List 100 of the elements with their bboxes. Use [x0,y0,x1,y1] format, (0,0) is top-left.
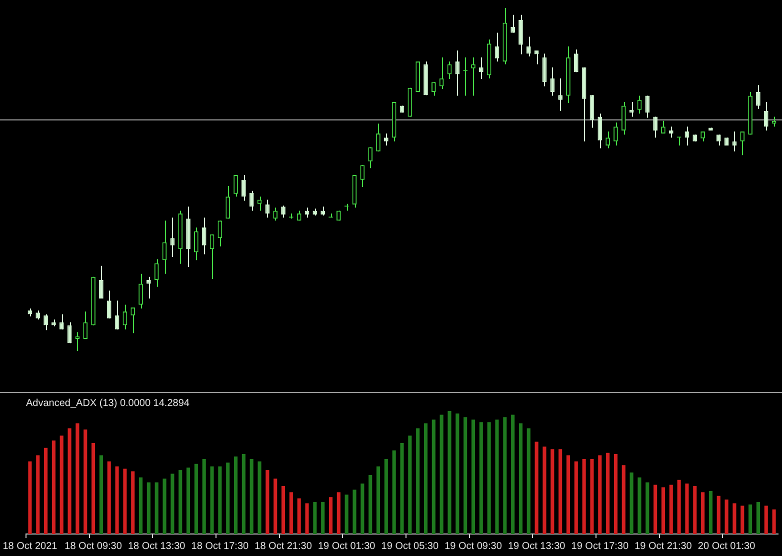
bar [250,458,254,534]
bar [614,454,618,534]
candlestick [44,314,48,331]
bar [146,482,150,534]
x-tick-label: 19 Oct 21:30 [634,540,692,552]
candlestick [661,120,666,134]
bar [376,466,380,534]
bar [123,468,127,534]
bar [582,458,586,534]
bar [99,455,103,534]
bar [84,429,88,534]
bar [226,462,230,534]
bar [368,474,372,534]
bar [654,484,658,534]
candlestick [471,56,476,96]
bar [36,455,40,534]
bar [550,449,554,534]
bar [186,468,190,534]
bar [748,504,752,534]
x-tick-label: 18 Oct 13:30 [128,540,186,552]
candlestick [138,273,143,309]
candlestick [756,84,760,110]
bar [661,487,665,534]
bar [218,466,222,534]
candlestick [146,276,151,300]
bar [178,470,182,534]
candlestick [518,14,523,55]
candlestick [510,14,515,34]
x-tick-label: 18 Oct 21:30 [254,540,312,552]
bar [92,442,96,534]
bar [677,480,681,534]
candlestick [273,207,278,222]
bar [487,422,491,534]
bar [638,477,642,534]
bar [518,423,523,534]
bar [606,452,610,534]
bar [590,458,594,534]
x-tick-label: 18 Oct 09:30 [64,540,122,552]
bar [68,428,72,534]
x-tick-label: 19 Oct 17:30 [571,540,629,552]
candlestick [257,196,262,212]
bar [724,500,728,534]
x-tick-label: 18 Oct 2021 [2,540,58,552]
candlestick [740,130,745,156]
bar [170,474,174,534]
candlestick [478,56,484,80]
bar [693,486,697,534]
bar [266,470,270,534]
candlestick [439,56,444,90]
bar [598,455,602,534]
candlestick [304,207,310,218]
bar [52,440,56,534]
bar [76,423,80,534]
bar [162,478,166,534]
x-tick-label: 19 Oct 13:30 [508,540,566,552]
bar [732,503,736,534]
candlestick [281,205,286,218]
candlestick [621,101,626,136]
bar [764,506,768,534]
candlestick [242,174,246,202]
bar [772,509,776,534]
bar [28,461,32,534]
candlestick [534,50,539,65]
bar [131,471,135,534]
bar [479,422,483,534]
candlestick [455,50,460,96]
bar [44,448,48,534]
candlestick [106,290,112,319]
bar [408,436,412,534]
x-tick-label: 20 Oct 01:30 [698,540,756,552]
candlestick [59,314,64,330]
bar [685,484,689,534]
bar [234,456,238,534]
bar [297,498,301,534]
candlestick [130,306,136,334]
bar [107,461,111,534]
candlestick [558,78,562,112]
bar [392,450,396,534]
candlestick [653,116,658,138]
bar [321,502,325,534]
bar [669,484,673,534]
bar [289,492,293,534]
x-tick-label: 19 Oct 05:30 [381,540,439,552]
candlestick [226,186,230,220]
candlestick [170,217,175,258]
bar [464,417,468,534]
bar [258,461,262,534]
bar [448,411,452,534]
bar [416,428,420,534]
candlestick [431,82,436,96]
bar [242,454,246,534]
bar [574,461,578,534]
bar [542,446,546,534]
x-tick-label: 19 Oct 01:30 [318,540,376,552]
candlestick [83,311,88,340]
bar [424,423,428,534]
candlestick [202,217,206,255]
candlestick [574,49,578,73]
bar [566,455,570,534]
candlestick [368,146,373,169]
